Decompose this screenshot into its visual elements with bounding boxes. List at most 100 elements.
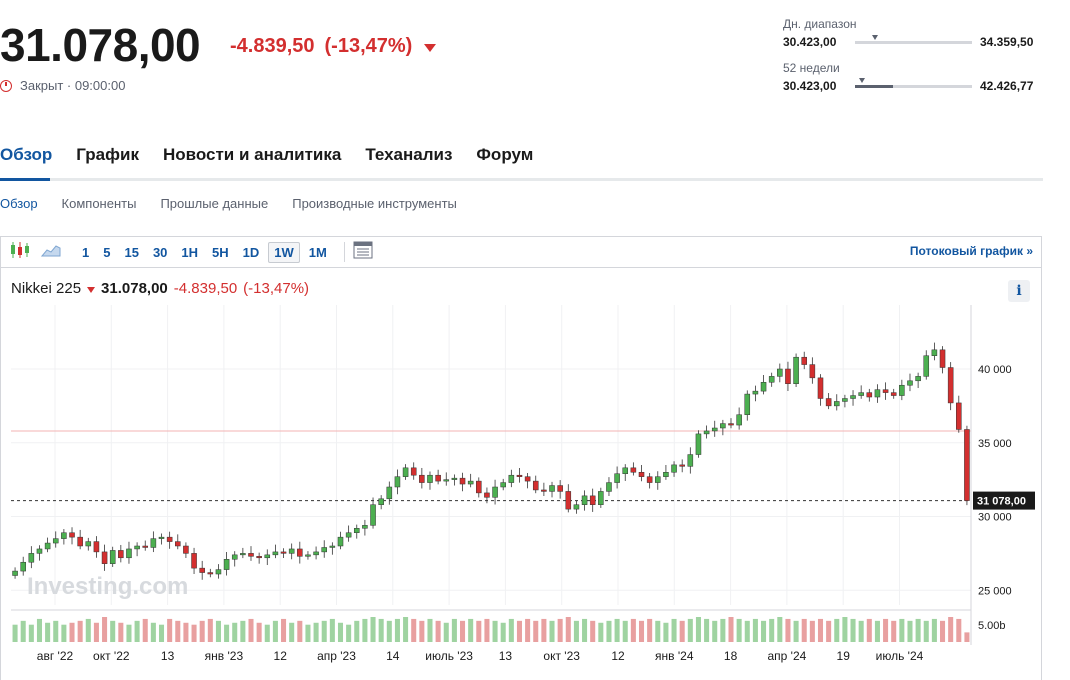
candle — [435, 469, 441, 485]
volume-bar — [679, 620, 685, 642]
candle — [777, 363, 783, 383]
candle — [785, 361, 791, 391]
volume-bar — [826, 620, 832, 642]
candle-down — [191, 553, 197, 569]
x-tick-label: 14 — [386, 649, 400, 663]
legend-last: 31.078,00 — [101, 280, 168, 297]
candle-down — [256, 556, 262, 559]
candle — [85, 537, 92, 551]
tab-forum[interactable]: Форум — [476, 145, 534, 164]
interval-1h[interactable]: 1H — [181, 244, 199, 260]
x-tick-label: окт '22 — [93, 649, 130, 663]
volume-bar — [956, 618, 962, 642]
interval-1w[interactable]: 1W — [268, 241, 300, 263]
candle-up — [842, 398, 848, 402]
candle-up — [451, 477, 458, 480]
volume-bar — [110, 620, 116, 642]
candle-down — [69, 532, 75, 538]
volume-bars — [12, 617, 970, 642]
candle-up — [606, 482, 612, 492]
x-axis: авг '22 окт '22 13 янв '23 12 апр '23 14 июль '… — [37, 649, 924, 663]
week52-range-label: 52 недели — [783, 61, 840, 75]
volume-bar — [907, 620, 913, 642]
candle-up — [720, 423, 726, 429]
candle-down — [956, 402, 962, 430]
candle — [297, 541, 303, 564]
investing-watermark: Investing.com — [27, 573, 188, 600]
volume-bar — [834, 618, 840, 642]
tab-overview[interactable]: Обзор — [0, 145, 53, 164]
interval-15[interactable]: 15 — [124, 244, 139, 260]
tab-technical[interactable]: Теханализ — [365, 145, 453, 164]
day-range-bar — [855, 41, 972, 44]
candle-up — [923, 355, 930, 377]
volume-bar — [850, 618, 856, 642]
candle — [817, 374, 824, 406]
interval-5[interactable]: 5 — [103, 244, 111, 260]
candle — [451, 474, 458, 486]
candle-up — [345, 532, 352, 538]
day-range-label: Дн. диапазон — [783, 17, 857, 31]
last-price-tag-text: 31 078,00 — [977, 496, 1026, 508]
candle-down — [809, 364, 816, 379]
volume-bar — [752, 618, 758, 642]
subtab-overview[interactable]: Обзор — [0, 196, 38, 211]
candle — [467, 473, 474, 488]
candle-up — [44, 542, 51, 550]
interval-1m[interactable]: 1M — [308, 244, 327, 260]
candle-up — [288, 548, 295, 554]
candle — [524, 472, 531, 489]
candle-up — [394, 476, 401, 488]
candle — [240, 547, 246, 559]
interval-1d[interactable]: 1D — [242, 244, 260, 260]
streaming-chart-link[interactable]: Потоковый график » — [909, 244, 1033, 258]
candle-up — [443, 479, 450, 482]
candle — [736, 407, 742, 430]
tab-news[interactable]: Новости и аналитика — [162, 145, 342, 164]
volume-bar — [297, 620, 303, 642]
candlestick-chart[interactable]: Investing.com 25 000 30 000 35 000 40 000 5.… — [1, 305, 1041, 680]
candle — [825, 393, 832, 410]
grid-lines — [11, 305, 971, 611]
volume-bar — [321, 620, 327, 642]
candle — [573, 501, 580, 514]
interval-30[interactable]: 30 — [152, 244, 168, 260]
volume-bar — [500, 622, 506, 642]
tab-chart[interactable]: График — [76, 145, 139, 164]
area-chart-icon[interactable] — [40, 242, 61, 263]
subtab-components[interactable]: Компоненты — [61, 196, 137, 211]
candlestick-icon[interactable] — [9, 241, 31, 264]
volume-bar — [720, 618, 726, 642]
candle — [345, 525, 352, 542]
candle — [101, 544, 108, 571]
candle — [215, 564, 222, 579]
volume-bar — [671, 618, 677, 642]
volume-bar — [427, 618, 433, 642]
candle — [549, 481, 555, 498]
candle — [419, 467, 425, 489]
volume-bar — [248, 618, 254, 642]
volume-bar — [77, 620, 83, 642]
candle — [793, 353, 799, 387]
subtab-derivatives[interactable]: Производные инструменты — [292, 196, 457, 211]
candle-up — [313, 551, 319, 556]
candle-down — [484, 492, 490, 498]
volume-bar — [28, 624, 34, 642]
candle — [231, 551, 238, 567]
candle-down — [532, 480, 539, 491]
subtab-historical-data[interactable]: Прошлые данные — [160, 196, 269, 211]
candle — [801, 351, 807, 370]
week52-range-low: 30.423,00 — [783, 79, 837, 93]
interval-5h[interactable]: 5H — [212, 244, 229, 260]
candle-up — [907, 380, 913, 386]
info-button[interactable]: i — [1008, 280, 1030, 302]
candle — [134, 542, 140, 557]
candle — [882, 382, 889, 400]
candle-up — [321, 547, 327, 553]
interval-1[interactable]: 1 — [82, 244, 90, 260]
candle-up — [736, 414, 742, 426]
candle-up — [134, 545, 140, 550]
candle — [947, 362, 954, 411]
table-icon[interactable] — [353, 241, 373, 264]
x-tick-label: апр '24 — [767, 649, 806, 663]
